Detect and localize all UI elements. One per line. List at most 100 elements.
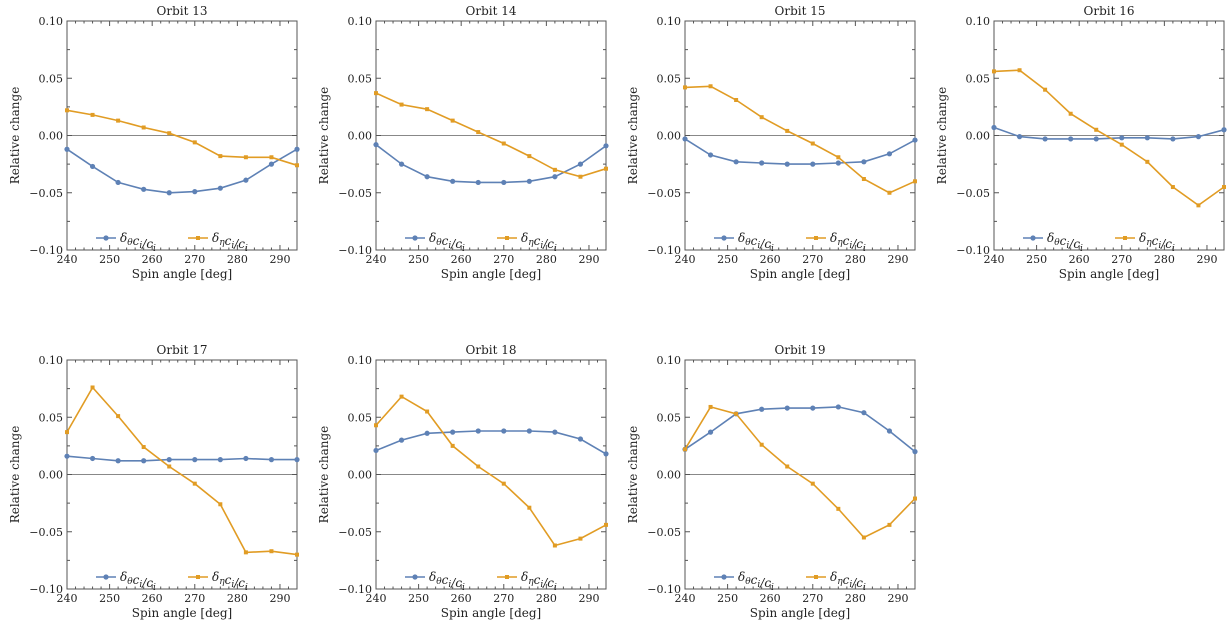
data-point: [887, 522, 892, 527]
legend-label: δθci/ci: [1047, 231, 1083, 254]
x-tick-label: 240: [57, 253, 78, 266]
data-point: [475, 179, 481, 186]
data-point: [835, 404, 841, 410]
legend-swatch-marker: [103, 235, 109, 241]
legend-swatch-marker: [814, 575, 818, 579]
x-tick-label: 240: [366, 592, 387, 605]
x-tick-label: 270: [493, 592, 514, 605]
data-point: [759, 406, 765, 412]
data-point: [577, 436, 584, 442]
x-tick-label: 250: [99, 253, 120, 266]
y-axis-label: Relative change: [626, 87, 640, 185]
y-tick-label: 0.00: [657, 130, 682, 143]
data-point: [886, 151, 893, 157]
data-point: [861, 535, 866, 540]
data-point: [552, 174, 558, 180]
data-point: [682, 136, 688, 142]
series-line-0: [375, 144, 607, 184]
x-axis-label: Spin angle [deg]: [441, 267, 541, 281]
y-tick-label: 0.10: [657, 354, 682, 367]
x-tick-label: 240: [675, 592, 696, 605]
data-point: [501, 481, 506, 486]
data-point: [1093, 136, 1099, 142]
legend-swatch-marker: [412, 574, 418, 580]
data-point: [374, 423, 378, 428]
series-line-0: [684, 406, 916, 453]
y-tick-label: −0.05: [338, 187, 372, 200]
x-axis-label: Spin angle [deg]: [750, 267, 850, 281]
data-point: [218, 502, 223, 507]
legend-swatch-marker: [814, 236, 818, 240]
y-tick-label: 0.10: [348, 354, 373, 367]
data-point: [991, 124, 997, 131]
y-axis-label: Relative change: [8, 426, 22, 524]
x-tick-label: 250: [408, 592, 429, 605]
data-point: [1144, 135, 1150, 141]
legend-label: δηci/ci: [521, 570, 557, 593]
data-point: [269, 549, 274, 554]
data-point: [604, 166, 608, 171]
data-point: [707, 429, 714, 435]
data-point: [785, 464, 790, 469]
data-point: [268, 457, 275, 463]
legend-label: δηci/ci: [1139, 231, 1175, 254]
data-point: [450, 443, 455, 448]
data-point: [604, 522, 608, 527]
series-line-0: [684, 138, 916, 165]
series-line-1: [993, 69, 1225, 207]
legend: δθci/ci δηci/ci: [405, 231, 557, 254]
data-point: [708, 84, 713, 89]
series-line-0: [66, 148, 298, 194]
x-tick-label: 270: [802, 253, 823, 266]
data-point: [913, 179, 917, 184]
data-point: [373, 447, 379, 454]
y-tick-label: 0.10: [39, 354, 64, 367]
data-point: [476, 464, 481, 469]
y-tick-label: 0.00: [966, 130, 991, 143]
data-point: [836, 506, 841, 511]
series-line-1: [375, 92, 607, 178]
data-point: [295, 163, 299, 168]
chart-title: Orbit 14: [466, 4, 517, 18]
y-tick-label: −0.05: [29, 526, 63, 539]
x-tick-label: 280: [536, 253, 557, 266]
y-tick-label: −0.05: [647, 187, 681, 200]
data-point: [115, 458, 121, 464]
data-point: [1196, 203, 1201, 208]
y-tick-label: −0.10: [338, 583, 372, 596]
data-point: [733, 159, 739, 165]
data-point: [501, 179, 507, 186]
x-tick-label: 290: [887, 592, 908, 605]
data-point: [424, 430, 430, 436]
data-point: [759, 442, 764, 447]
data-point: [1119, 135, 1125, 141]
y-tick-label: −0.10: [647, 244, 681, 257]
x-tick-label: 260: [760, 592, 781, 605]
y-tick-label: −0.05: [338, 526, 372, 539]
legend-label: δθci/ci: [120, 231, 156, 254]
legend: δθci/ci δηci/ci: [1023, 231, 1175, 254]
legend-swatch-marker: [412, 235, 418, 241]
y-tick-label: −0.10: [956, 244, 990, 257]
y-tick-label: 0.05: [966, 72, 991, 85]
data-point: [1170, 136, 1176, 142]
data-point: [166, 457, 172, 463]
data-point: [294, 457, 300, 463]
y-tick-label: −0.05: [956, 187, 990, 200]
legend-swatch-marker: [196, 575, 200, 579]
y-tick-label: 0.10: [657, 15, 682, 28]
data-point: [784, 161, 790, 167]
data-point: [1017, 68, 1022, 73]
data-point: [65, 430, 69, 435]
data-point: [708, 404, 713, 409]
data-point: [886, 428, 893, 434]
data-point: [501, 428, 507, 434]
y-tick-label: 0.05: [39, 411, 64, 424]
legend-swatch-marker: [196, 236, 200, 240]
x-tick-label: 280: [227, 592, 248, 605]
x-tick-label: 270: [1111, 253, 1132, 266]
data-point: [810, 161, 816, 167]
chart-panel-18: Orbit 18 −0.10 −0.05 0.00 0.05 0.10 240 250 260 2…: [317, 343, 609, 620]
x-axis-label: Spin angle [deg]: [1059, 267, 1159, 281]
